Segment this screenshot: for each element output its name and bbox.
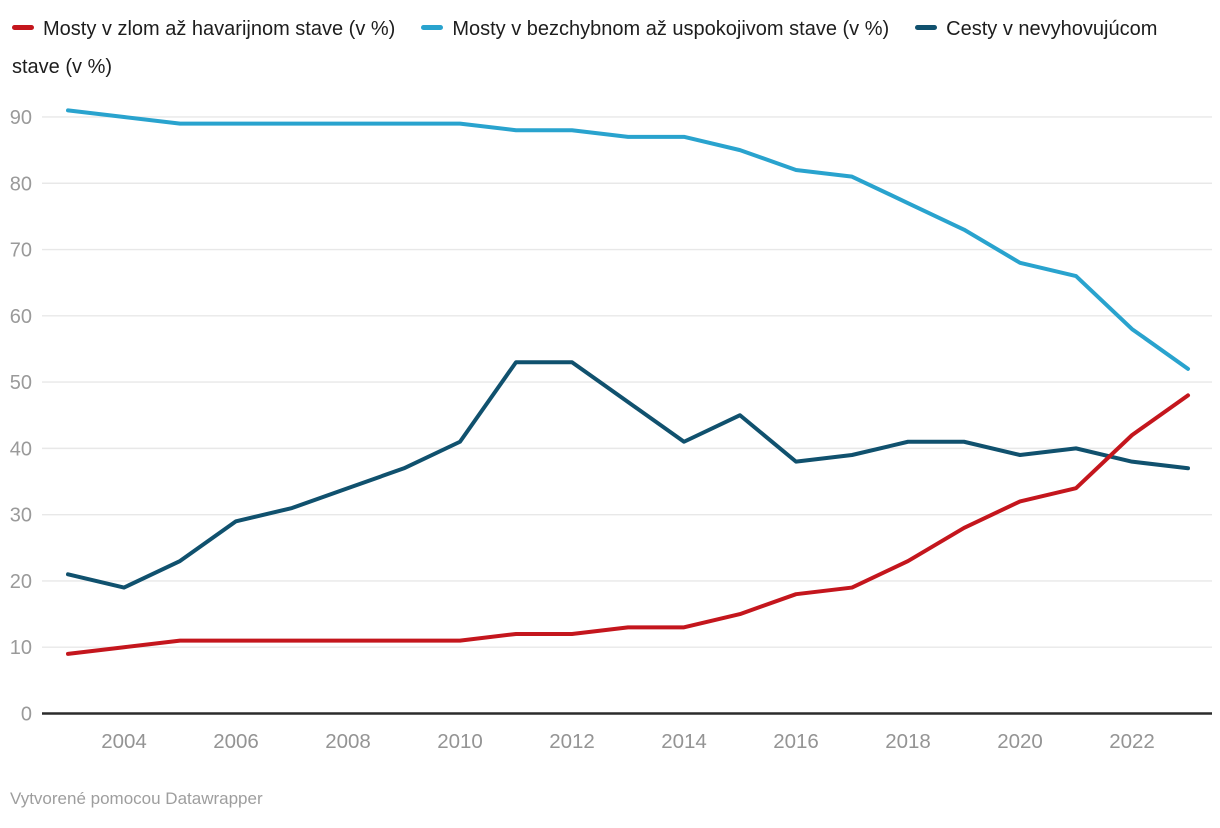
x-tick-label-2016: 2016	[773, 730, 819, 753]
x-tick-label-2006: 2006	[213, 730, 259, 753]
x-tick-label-2012: 2012	[549, 730, 595, 753]
legend-item-label: Cesty v nevyhovujúcom stave (v %)	[12, 18, 1158, 78]
legend-swatch-icon	[421, 25, 444, 31]
y-tick-label-90: 90	[10, 107, 32, 129]
x-tick-label-2014: 2014	[661, 730, 707, 753]
x-tick-label-2018: 2018	[885, 730, 931, 753]
y-tick-label-30: 30	[10, 505, 32, 527]
legend-item-1: Mosty v bezchybnom až uspokojivom stave …	[421, 18, 889, 40]
legend-item-label: Mosty v bezchybnom až uspokojivom stave …	[452, 18, 890, 40]
x-tick-label-2008: 2008	[325, 730, 371, 753]
legend: Mosty v zlom až havarijnom stave (v %) Mo…	[12, 10, 1208, 86]
series-line-0	[66, 393, 1190, 656]
legend-item-2: Cesty v nevyhovujúcom stave (v %)	[12, 18, 1157, 78]
legend-item-label: Mosty v zlom až havarijnom stave (v %)	[43, 18, 396, 40]
y-tick-label-10: 10	[10, 637, 32, 659]
legend-item-0: Mosty v zlom až havarijnom stave (v %)	[12, 18, 395, 40]
legend-swatch-icon	[12, 25, 34, 31]
series-line-1	[66, 108, 1190, 371]
y-tick-label-70: 70	[10, 240, 32, 262]
series-line-2	[66, 360, 1190, 590]
y-tick-label-40: 40	[10, 438, 32, 460]
x-tick-label-2020: 2020	[997, 730, 1043, 753]
x-tick-label-2010: 2010	[437, 730, 483, 753]
y-tick-label-60: 60	[10, 306, 32, 328]
x-tick-label-2004: 2004	[101, 730, 147, 753]
legend-swatch-icon	[915, 25, 938, 31]
attribution-text: Vytvorené pomocou Datawrapper	[10, 789, 263, 808]
y-tick-label-20: 20	[10, 571, 32, 593]
y-tick-label-80: 80	[10, 173, 32, 195]
y-tick-label-0: 0	[21, 704, 32, 726]
y-tick-label-50: 50	[10, 372, 32, 394]
x-tick-label-2022: 2022	[1109, 730, 1155, 753]
